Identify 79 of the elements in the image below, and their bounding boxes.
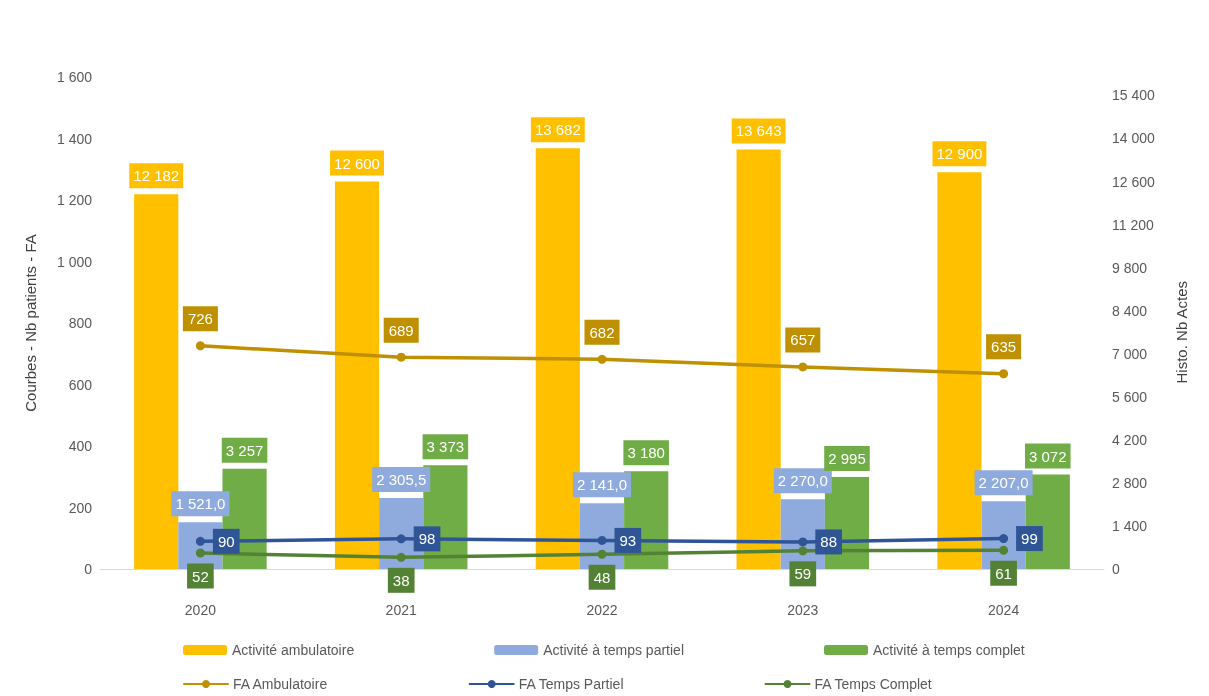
point	[999, 369, 1009, 379]
legend-label: Activité à temps partiel	[543, 642, 685, 658]
y2-tick-label: 2 800	[1112, 474, 1148, 491]
legend-label: Activité ambulatoire	[232, 642, 355, 658]
y2-tick-label: 15 400	[1112, 87, 1156, 104]
x-tick-label: 2023	[787, 602, 819, 618]
data-label: 98	[418, 530, 436, 548]
y-tick-label: 1 600	[56, 69, 93, 85]
data-label: 2 141,0	[576, 476, 628, 494]
y2-tick-label: 8 400	[1112, 302, 1148, 319]
data-label: 12 600	[334, 154, 380, 172]
y2-tick-label: 14 000	[1112, 130, 1156, 147]
data-label: 13 682	[534, 121, 581, 139]
data-label: 59	[794, 565, 812, 583]
data-label: 61	[995, 564, 1012, 582]
point	[999, 534, 1009, 544]
data-label: 52	[192, 567, 209, 585]
point	[195, 548, 205, 558]
y-axis-title: Courbes - Nb patients - FA	[22, 234, 39, 412]
data-label: 657	[790, 331, 816, 349]
x-tick-label: 2024	[988, 602, 1020, 618]
y-tick-label: 1 000	[56, 253, 93, 270]
point	[798, 537, 808, 547]
data-label: 689	[388, 321, 414, 339]
data-label: 3 257	[225, 441, 264, 459]
y2-tick-label: 4 200	[1112, 431, 1148, 448]
point	[798, 546, 808, 556]
data-label: 99	[1021, 530, 1038, 548]
point	[597, 535, 607, 545]
y-tick-label: 400	[68, 438, 93, 454]
y2-axis-title: Histo. Nb Actes	[1173, 280, 1190, 384]
data-label: 90	[217, 532, 235, 550]
point	[195, 341, 205, 351]
data-label: 48	[593, 568, 611, 586]
y-tick-label: 600	[68, 376, 93, 393]
legend-label: Activité à temps complet	[873, 642, 1025, 658]
data-label: 13 643	[735, 122, 782, 140]
data-label: 3 373	[426, 438, 465, 456]
y2-tick-label: 11 200	[1112, 216, 1154, 233]
point	[798, 362, 808, 372]
data-label: 3 072	[1029, 447, 1067, 465]
point	[396, 552, 406, 562]
point	[597, 354, 607, 364]
data-label: 2 207,0	[978, 474, 1029, 492]
y-tick-label: 0	[84, 561, 93, 577]
legend-label: FA Ambulatoire	[233, 676, 328, 692]
data-label: 682	[589, 323, 615, 341]
data-label: 12 900	[936, 145, 983, 163]
point	[999, 545, 1009, 555]
y2-tick-label: 9 800	[1112, 259, 1148, 276]
point	[396, 352, 406, 362]
x-tick-label: 2021	[385, 602, 417, 618]
y2-tick-label: 0	[1112, 561, 1120, 577]
y2-tick-label: 1 400	[1112, 517, 1148, 534]
data-label: 38	[392, 571, 410, 589]
data-label: 726	[187, 310, 213, 328]
data-label: 3 180	[627, 444, 665, 462]
data-label: 93	[619, 531, 637, 549]
legend-label: FA Temps Complet	[814, 676, 932, 692]
y-tick-label: 1 400	[56, 130, 93, 147]
data-label: 88	[820, 533, 837, 551]
y-tick-label: 1 200	[56, 192, 93, 208]
data-label: 12 182	[133, 167, 180, 185]
y2-tick-label: 12 600	[1112, 173, 1156, 190]
y2-tick-label: 7 000	[1112, 345, 1148, 362]
legend-label: FA Temps Partiel	[518, 676, 624, 692]
y2-tick-label: 5 600	[1112, 388, 1148, 405]
point	[396, 534, 406, 544]
y-tick-label: 800	[68, 315, 93, 331]
x-tick-label: 2022	[586, 602, 618, 618]
y-tick-label: 200	[68, 499, 93, 516]
data-label: 2 995	[828, 449, 866, 467]
data-label: 1 521,0	[175, 495, 226, 513]
data-label: 2 270,0	[777, 472, 828, 490]
point	[195, 536, 205, 546]
x-tick-label: 2020	[184, 602, 217, 618]
point	[597, 549, 607, 559]
data-label: 2 305,5	[376, 471, 427, 489]
data-label: 635	[991, 338, 1017, 356]
